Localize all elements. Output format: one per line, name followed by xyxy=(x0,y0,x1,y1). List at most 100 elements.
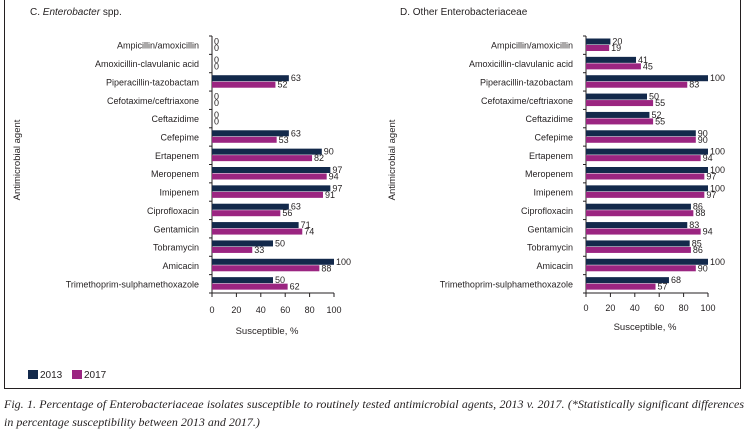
data-label-2013: 68 xyxy=(671,275,681,285)
x-tick-label: 20 xyxy=(605,303,615,313)
bar-2017 xyxy=(212,210,281,217)
data-label-2017: 94 xyxy=(703,227,713,237)
category-label: Tobramycin xyxy=(153,243,199,253)
data-label-2013: 50 xyxy=(649,92,659,102)
bar-2017 xyxy=(212,246,253,253)
bar-2013 xyxy=(212,185,331,192)
category-label: Cefotaxime/ceftriaxone xyxy=(107,96,199,106)
category-label: Gentamicin xyxy=(153,224,199,234)
bar-2013 xyxy=(212,75,289,82)
data-label-2017: 94 xyxy=(329,172,339,182)
bar-2013 xyxy=(212,148,322,155)
data-label-2013: 0 xyxy=(214,55,219,65)
data-label-2017: 88 xyxy=(695,208,705,218)
legend-label-2017: 2017 xyxy=(84,370,107,381)
data-label-2013: 85 xyxy=(692,238,702,248)
bar-2013 xyxy=(586,75,708,82)
category-label: Ampicillin/amoxicillin xyxy=(117,41,199,51)
x-tick-label: 0 xyxy=(583,303,588,313)
bar-2013 xyxy=(586,240,690,247)
x-tick-label: 40 xyxy=(256,305,266,315)
category-label: Ertapenem xyxy=(529,151,573,161)
category-label: Ciprofloxacin xyxy=(147,206,199,216)
data-label-2017: 57 xyxy=(658,282,668,292)
category-label: Cefepime xyxy=(160,132,199,142)
bar-2017 xyxy=(212,191,324,198)
bar-2013 xyxy=(586,222,688,229)
bar-2013 xyxy=(212,130,289,137)
data-label-2013: 52 xyxy=(651,110,661,120)
legend-swatch-2013 xyxy=(28,370,38,379)
category-label: Trimethoprim-sulphamethoxazole xyxy=(440,279,573,289)
data-label-2017: 55 xyxy=(655,116,665,126)
bar-2013 xyxy=(586,277,669,284)
data-label-2013: 100 xyxy=(710,257,725,267)
data-label-2017: 97 xyxy=(706,172,716,182)
bar-2017 xyxy=(586,173,705,180)
chart-panel-other-enterobacteriaceae: D. Other Enterobacteriaceae Antimicrobia… xyxy=(387,7,725,333)
bar-2017 xyxy=(212,136,277,143)
category-label: Tobramycin xyxy=(527,243,573,253)
category-label: Amicacin xyxy=(162,261,199,271)
data-label-2013: 100 xyxy=(336,257,351,267)
bar-2013 xyxy=(212,240,273,247)
bar-2017 xyxy=(212,155,313,162)
bar-2013 xyxy=(586,56,637,63)
data-label-2013: 0 xyxy=(214,92,219,102)
x-tick-label: 60 xyxy=(654,303,664,313)
bar-2013 xyxy=(212,167,331,173)
category-label: Piperacillin-tazobactam xyxy=(106,77,199,87)
bar-2017 xyxy=(212,173,327,180)
y-axis-label: Antimicrobial agent xyxy=(12,119,23,200)
data-label-2017: 97 xyxy=(706,190,716,200)
data-label-2013: 90 xyxy=(698,128,708,138)
legend: 2013 2017 xyxy=(28,370,107,381)
chart-panel-enterobacter: C. Enterobacter spp. Antimicrobial agent… xyxy=(12,7,351,337)
panel-title: C. Enterobacter spp. xyxy=(30,7,122,18)
bar-2013 xyxy=(212,203,289,210)
data-label-2017: 56 xyxy=(282,208,292,218)
x-tick-label: 60 xyxy=(280,305,290,315)
data-label-2017: 33 xyxy=(254,245,264,255)
bar-2017 xyxy=(586,155,701,162)
category-label: Ceftazidime xyxy=(151,114,199,124)
data-label-2013: 41 xyxy=(638,55,648,65)
data-label-2013: 63 xyxy=(291,73,301,83)
category-label: Amicacin xyxy=(536,261,573,271)
bar-2017 xyxy=(586,63,641,70)
data-label-2017: 0 xyxy=(214,61,219,71)
bar-2017 xyxy=(212,228,303,235)
data-label-2017: 52 xyxy=(277,80,287,90)
bar-2013 xyxy=(212,277,273,284)
data-label-2013: 83 xyxy=(689,220,699,230)
bar-2017 xyxy=(586,265,696,272)
bar-2013 xyxy=(212,258,334,265)
x-tick-label: 80 xyxy=(679,303,689,313)
category-label: Amoxicillin-clavulanic acid xyxy=(469,59,573,69)
x-tick-label: 100 xyxy=(700,303,715,313)
panel-title: D. Other Enterobacteriaceae xyxy=(400,7,528,18)
category-label: Meropenem xyxy=(151,169,199,179)
category-label: Trimethoprim-sulphamethoxazole xyxy=(66,279,199,289)
data-label-2017: 90 xyxy=(698,135,708,145)
bar-2013 xyxy=(586,258,708,265)
category-label: Imipenem xyxy=(159,188,199,198)
category-label: Piperacillin-tazobactam xyxy=(480,77,573,87)
bar-2013 xyxy=(586,38,611,45)
data-label-2017: 82 xyxy=(314,153,324,163)
bar-2017 xyxy=(212,283,288,290)
bar-2013 xyxy=(586,93,647,100)
data-label-2013: 90 xyxy=(324,147,334,157)
bar-2017 xyxy=(586,136,696,143)
data-label-2017: 45 xyxy=(643,61,653,71)
data-label-2013: 97 xyxy=(332,183,342,193)
bar-2017 xyxy=(212,265,320,272)
category-label: Ertapenem xyxy=(155,151,199,161)
data-label-2013: 86 xyxy=(693,202,703,212)
data-label-2013: 20 xyxy=(612,37,622,47)
bar-2013 xyxy=(586,185,708,192)
bar-2017 xyxy=(586,100,654,107)
data-label-2017: 62 xyxy=(290,282,300,292)
y-axis-label: Antimicrobial agent xyxy=(387,119,398,200)
